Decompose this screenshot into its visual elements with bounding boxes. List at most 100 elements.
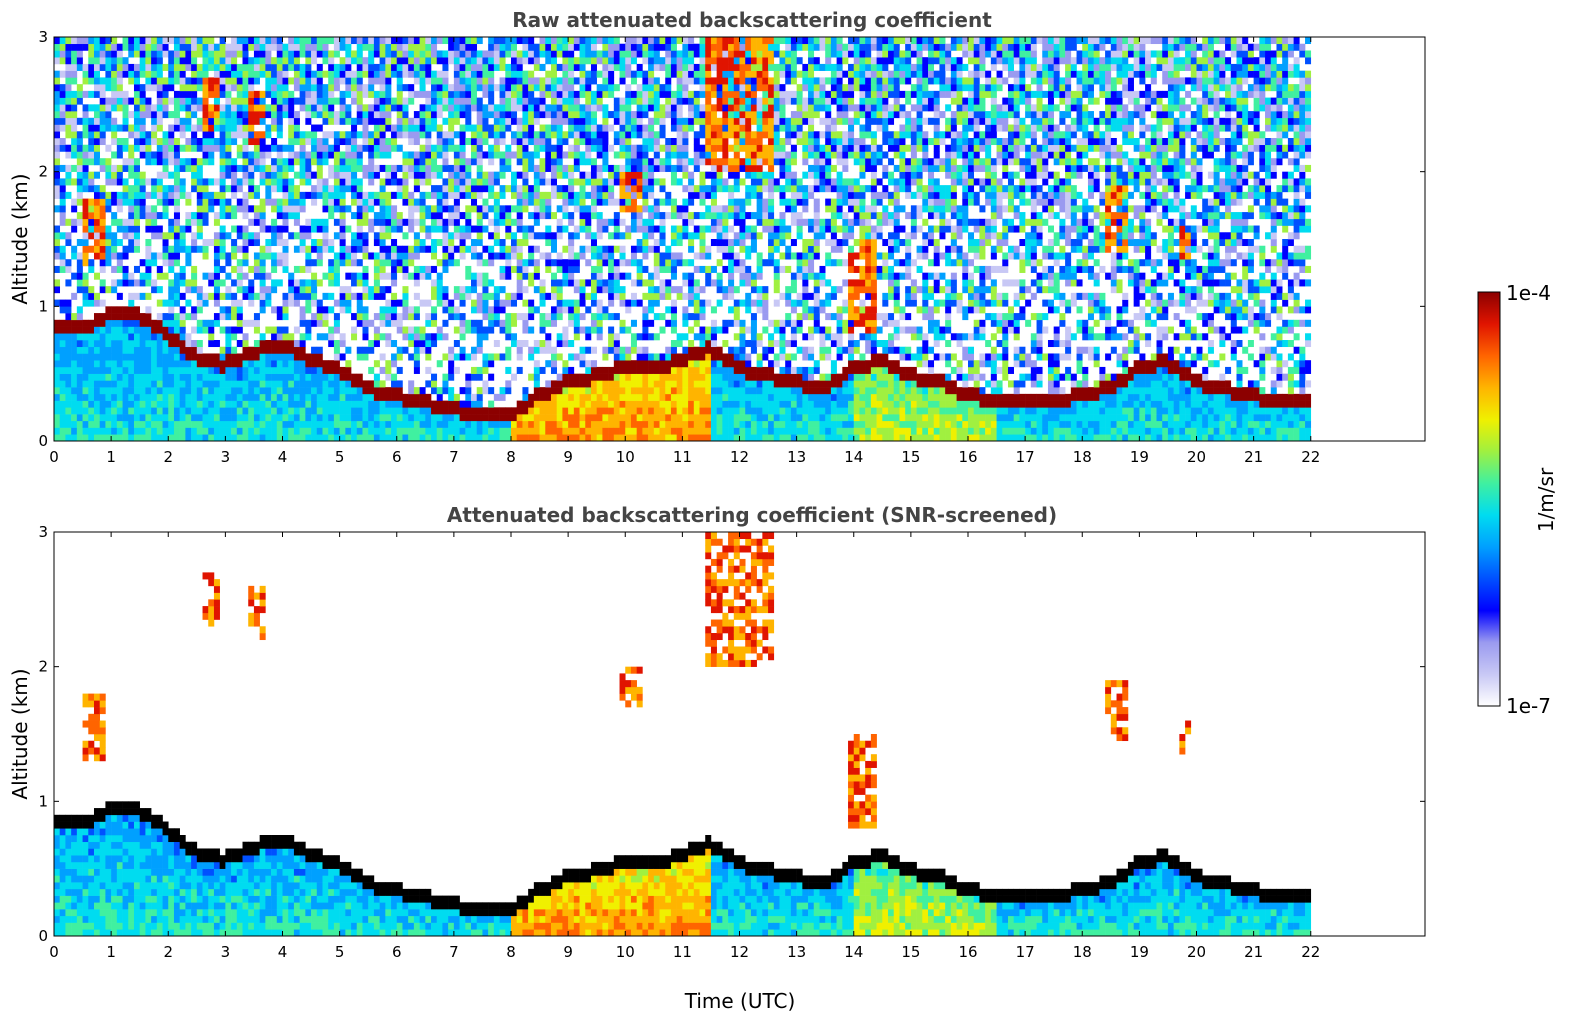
heatmap-cell (579, 387, 586, 395)
heatmap-cell (379, 292, 386, 300)
heatmap-cell (453, 77, 460, 85)
heatmap-cell (305, 63, 312, 71)
heatmap-cell (105, 360, 112, 368)
heatmap-cell (122, 393, 129, 401)
heatmap-cell (448, 37, 455, 45)
heatmap-cell (648, 380, 655, 388)
heatmap-cell (373, 360, 380, 368)
heatmap-cell (219, 360, 226, 368)
heatmap-cell (128, 414, 135, 422)
heatmap-cell (528, 326, 535, 334)
heatmap-cell (425, 191, 432, 199)
heatmap-cell (539, 319, 546, 327)
heatmap-cell (76, 218, 83, 226)
heatmap-cell (345, 292, 352, 300)
heatmap-cell (242, 131, 249, 139)
heatmap-cell (568, 37, 575, 45)
heatmap-cell (659, 158, 666, 166)
heatmap-cell (116, 191, 123, 199)
heatmap-cell (391, 387, 398, 395)
heatmap-cell (642, 158, 649, 166)
heatmap-cell (442, 225, 449, 233)
heatmap-cell (345, 57, 352, 65)
heatmap-cell (253, 57, 260, 65)
heatmap-cell (162, 353, 169, 361)
heatmap-cell (448, 407, 455, 415)
heatmap-cell (276, 158, 283, 166)
heatmap-cell (293, 124, 300, 132)
heatmap-cell (271, 90, 278, 98)
heatmap-cell (533, 57, 540, 65)
heatmap-cell (613, 414, 620, 422)
heatmap-cell (550, 212, 557, 220)
heatmap-cell (231, 191, 238, 199)
heatmap-cell (648, 37, 655, 45)
heatmap-cell (76, 37, 83, 45)
heatmap-cell (596, 245, 603, 253)
heatmap-cell (133, 43, 140, 51)
heatmap-cell (356, 144, 363, 152)
heatmap-cell (168, 198, 175, 206)
heatmap-cell (608, 333, 615, 341)
heatmap-cell (511, 232, 518, 240)
heatmap-cell (179, 360, 186, 368)
heatmap-cell (219, 70, 226, 78)
heatmap-cell (99, 346, 106, 354)
heatmap-cell (151, 400, 158, 408)
heatmap-cell (156, 151, 163, 159)
heatmap-cell (111, 124, 118, 132)
heatmap-cell (65, 346, 72, 354)
heatmap-cell (145, 70, 152, 78)
heatmap-cell (173, 117, 180, 125)
heatmap-cell (156, 90, 163, 98)
heatmap-cell (168, 191, 175, 199)
heatmap-cell (173, 124, 180, 132)
heatmap-cell (522, 77, 529, 85)
heatmap-cell (345, 178, 352, 186)
heatmap-cell (99, 252, 106, 260)
heatmap-cell (322, 104, 329, 112)
heatmap-cell (402, 393, 409, 401)
heatmap-cell (385, 232, 392, 240)
heatmap-cell (236, 178, 243, 186)
heatmap-cell (282, 111, 289, 119)
heatmap-cell (311, 84, 318, 92)
heatmap-cell (419, 191, 426, 199)
heatmap-cell (459, 70, 466, 78)
heatmap-cell (82, 144, 89, 152)
heatmap-cell (293, 218, 300, 226)
heatmap-cell (379, 380, 386, 388)
heatmap-cell (93, 427, 100, 435)
heatmap-cell (396, 366, 403, 374)
heatmap-cell (533, 117, 540, 125)
heatmap-cell (322, 138, 329, 146)
heatmap-cell (111, 279, 118, 287)
heatmap-cell (516, 37, 523, 45)
heatmap-cell (151, 360, 158, 368)
heatmap-cell (391, 43, 398, 51)
heatmap-cell (128, 313, 135, 321)
heatmap-cell (82, 225, 89, 233)
heatmap-cell (305, 400, 312, 408)
heatmap-cell (528, 272, 535, 280)
heatmap-cell (368, 366, 375, 374)
heatmap-cell (590, 124, 597, 132)
heatmap-cell (459, 164, 466, 172)
heatmap-cell (459, 185, 466, 193)
heatmap-cell (373, 387, 380, 395)
heatmap-cell (82, 407, 89, 415)
heatmap-cell (608, 313, 615, 321)
heatmap-cell (133, 353, 140, 361)
heatmap-cell (385, 77, 392, 85)
heatmap-cell (196, 232, 203, 240)
heatmap-cell (185, 97, 192, 105)
heatmap-cell (362, 306, 369, 314)
heatmap-cell (613, 232, 620, 240)
heatmap-cell (493, 407, 500, 415)
heatmap-cell (373, 400, 380, 408)
heatmap-cell (145, 104, 152, 112)
heatmap-cell (653, 259, 660, 267)
heatmap-cell (299, 131, 306, 139)
heatmap-cell (65, 400, 72, 408)
heatmap-cell (413, 366, 420, 374)
